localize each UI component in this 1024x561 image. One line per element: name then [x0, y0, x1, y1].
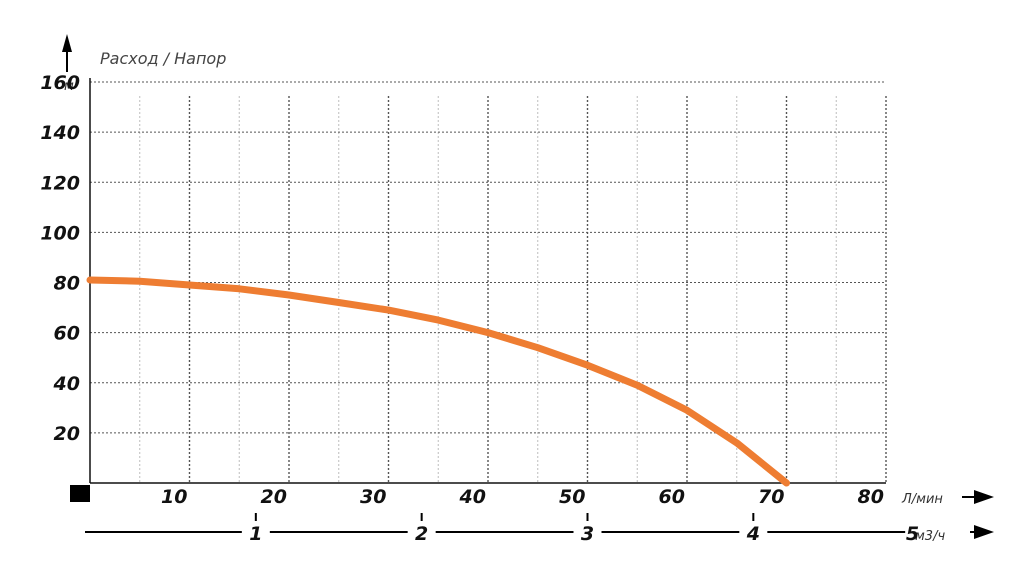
x2-axis-arrow-head [974, 525, 994, 539]
x-tick-label: 10 [161, 486, 187, 508]
y-tick-label: 140 [40, 122, 80, 144]
series-layer [86, 276, 790, 487]
origin-marker [70, 485, 90, 502]
chart-title: Расход / Напор [100, 49, 226, 68]
y-unit-label: м [64, 79, 74, 94]
y-tick-label: 40 [53, 373, 80, 395]
x-axis-arrow-head [974, 490, 994, 504]
x-tick-label: 40 [459, 486, 486, 508]
x-unit-label: Л/мин [901, 492, 943, 507]
y-tick-label: 100 [40, 222, 80, 244]
x-tick-label: 80 [858, 486, 884, 508]
y-tick-label: 80 [54, 273, 80, 295]
x2-tick-label: 5 [906, 523, 919, 545]
labels: Расход / Напор м Л/мин м3/ч 20 40 60 80 100 1… [40, 49, 945, 545]
x-tick-label: 20 [261, 486, 287, 508]
y-tick-label: 20 [54, 423, 80, 445]
x2-tick-label: 4 [746, 523, 760, 545]
x2-unit-label: м3/ч [915, 529, 945, 544]
y-tick-label: 120 [40, 172, 80, 194]
x-tick-label: 70 [758, 486, 784, 508]
x-tick-label: 30 [360, 486, 386, 508]
y-axis-arrow-head [62, 34, 72, 52]
x-tick-label: 60 [659, 486, 685, 508]
x2-tick-label: 1 [249, 523, 262, 545]
x2-tick-label: 3 [581, 523, 594, 545]
y-tick-label: 60 [54, 323, 80, 345]
x-tick-label: 50 [559, 486, 585, 508]
y-tick-label: 160 [40, 72, 80, 94]
x2-tick-label: 2 [415, 523, 428, 545]
head-flow-curve [86, 276, 790, 487]
grid [90, 81, 887, 483]
